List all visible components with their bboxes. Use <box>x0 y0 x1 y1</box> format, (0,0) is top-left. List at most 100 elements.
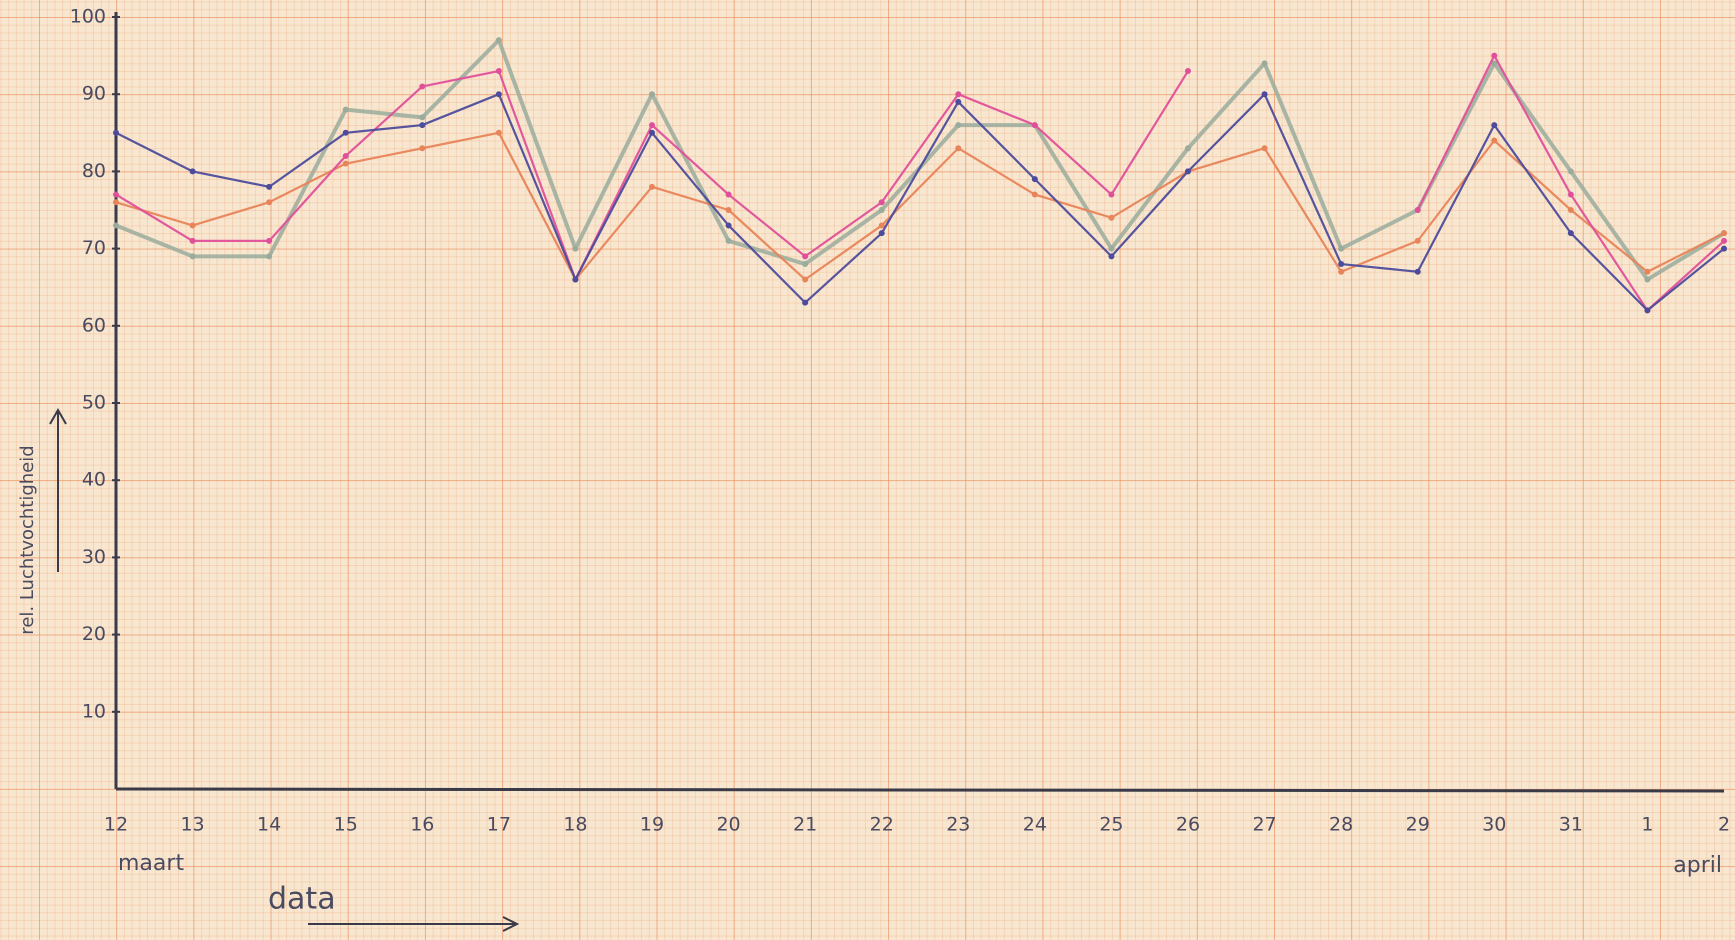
data-point <box>113 192 119 198</box>
data-point <box>649 91 655 97</box>
x-tick-label: 19 <box>640 814 664 836</box>
data-point <box>190 168 196 174</box>
data-point <box>113 199 119 205</box>
data-point <box>1415 238 1421 244</box>
data-point <box>649 122 655 128</box>
data-point <box>190 253 196 259</box>
x-tick-label: 26 <box>1176 814 1200 836</box>
data-point <box>572 246 578 252</box>
data-point <box>1568 192 1574 198</box>
data-point <box>726 192 732 198</box>
data-point <box>879 230 885 236</box>
data-point <box>343 130 349 136</box>
line-series <box>116 40 1724 279</box>
data-point <box>726 222 732 228</box>
data-point <box>113 130 119 136</box>
month-label: april <box>1673 853 1722 878</box>
data-point <box>802 276 808 282</box>
x-tick-label: 12 <box>104 814 128 836</box>
line-series <box>116 71 1188 279</box>
data-point <box>266 238 272 244</box>
x-tick-label: 15 <box>334 814 358 836</box>
data-point <box>1338 246 1344 252</box>
data-point <box>419 83 425 89</box>
y-axis-label: rel. Luchtvochtigheid <box>17 445 38 634</box>
x-tick-label: 30 <box>1482 814 1506 836</box>
data-point <box>1185 168 1191 174</box>
y-tick-label: 30 <box>82 546 106 568</box>
data-point <box>802 253 808 259</box>
x-tick-label: 16 <box>410 814 434 836</box>
x-tick-label: 23 <box>946 814 970 836</box>
x-tick-label: 1 <box>1641 814 1653 836</box>
data-point <box>496 130 502 136</box>
x-tick-label: 18 <box>563 814 587 836</box>
y-tick-label: 50 <box>82 392 106 414</box>
y-tick-label: 10 <box>82 700 106 722</box>
data-point <box>802 261 808 267</box>
x-tick-label: 13 <box>180 814 204 836</box>
data-point <box>726 238 732 244</box>
data-point <box>726 207 732 213</box>
x-tick-label: 27 <box>1252 814 1276 836</box>
x-tick-label: 14 <box>257 814 281 836</box>
y-tick-label: 40 <box>82 469 106 491</box>
line-series <box>116 94 1724 310</box>
x-tick-label: 21 <box>793 814 817 836</box>
data-point <box>1032 122 1038 128</box>
data-point <box>1721 230 1727 236</box>
y-tick-label: 60 <box>82 314 106 336</box>
data-point <box>190 238 196 244</box>
data-point <box>1338 269 1344 275</box>
data-point <box>343 107 349 113</box>
x-tick-label: 20 <box>716 814 740 836</box>
data-point <box>1262 91 1268 97</box>
data-point <box>1415 207 1421 213</box>
data-point <box>1415 269 1421 275</box>
data-point <box>1262 60 1268 66</box>
data-point <box>113 222 119 228</box>
data-point <box>879 207 885 213</box>
data-point <box>802 300 808 306</box>
x-tick-label: 24 <box>1023 814 1047 836</box>
x-tick-label: 2 <box>1718 814 1730 836</box>
data-point <box>266 253 272 259</box>
data-point <box>1644 276 1650 282</box>
data-point <box>1032 176 1038 182</box>
y-tick-label: 70 <box>82 237 106 259</box>
data-point <box>955 99 961 105</box>
x-tick-label: 17 <box>487 814 511 836</box>
month-label: maart <box>118 851 184 876</box>
data-point <box>419 114 425 120</box>
data-point <box>419 122 425 128</box>
data-point <box>1491 53 1497 59</box>
data-point <box>419 145 425 151</box>
data-point <box>572 276 578 282</box>
data-point <box>1108 253 1114 259</box>
line-series <box>116 133 1724 280</box>
data-point <box>496 91 502 97</box>
data-point <box>1108 215 1114 221</box>
data-point <box>1568 207 1574 213</box>
data-point <box>1721 246 1727 252</box>
data-point <box>955 145 961 151</box>
data-point <box>1262 145 1268 151</box>
x-axis-label: data <box>268 882 336 917</box>
chart: rel. Luchtvochtigheid data maart april 1… <box>0 0 1735 940</box>
data-point <box>496 68 502 74</box>
x-tick-label: 28 <box>1329 814 1353 836</box>
data-point <box>266 184 272 190</box>
y-tick-label: 80 <box>82 160 106 182</box>
data-point <box>1108 192 1114 198</box>
data-point <box>1491 122 1497 128</box>
y-tick-label: 100 <box>70 6 106 28</box>
x-tick-label: 22 <box>870 814 894 836</box>
data-point <box>190 222 196 228</box>
data-point <box>1568 168 1574 174</box>
y-arrow <box>50 410 66 572</box>
x-tick-label: 29 <box>1406 814 1430 836</box>
data-point <box>1108 246 1114 252</box>
data-point <box>879 199 885 205</box>
data-point <box>1721 238 1727 244</box>
data-point <box>343 161 349 167</box>
